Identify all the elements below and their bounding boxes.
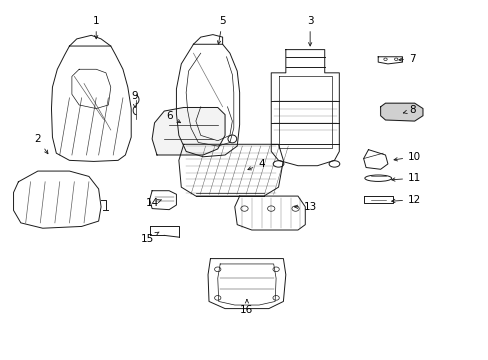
Text: 7: 7 — [398, 54, 415, 64]
Text: 10: 10 — [393, 152, 420, 162]
Polygon shape — [152, 108, 224, 155]
Text: 1: 1 — [93, 16, 100, 39]
Text: 13: 13 — [294, 202, 316, 212]
Text: 4: 4 — [247, 159, 264, 170]
Polygon shape — [380, 103, 422, 121]
Text: 11: 11 — [391, 173, 421, 183]
Text: 6: 6 — [165, 111, 180, 123]
Text: 8: 8 — [403, 105, 415, 115]
Text: 9: 9 — [132, 91, 138, 108]
Text: 2: 2 — [35, 134, 48, 154]
Text: 3: 3 — [306, 16, 313, 46]
Text: 12: 12 — [391, 195, 421, 204]
Text: 15: 15 — [141, 232, 159, 244]
Text: 5: 5 — [217, 16, 225, 44]
Text: 14: 14 — [145, 198, 161, 208]
Text: 16: 16 — [240, 300, 253, 315]
